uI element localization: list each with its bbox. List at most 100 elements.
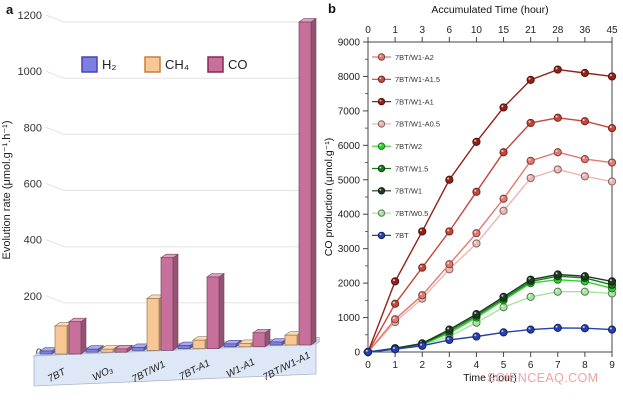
data-point-highlight — [582, 118, 585, 122]
data-point-7BT/W1 — [580, 272, 589, 281]
top-axis-tick-label: 45 — [606, 25, 618, 36]
data-point-7BT/W1 — [499, 292, 508, 301]
data-point-7BT/W1-A2 — [445, 260, 454, 269]
top-axis-tick-label: 1 — [392, 25, 398, 36]
legend-marker-7BT/W1-A1 — [377, 97, 386, 106]
panel-b-label: b — [328, 1, 336, 16]
legend-swatch-H₂ — [81, 56, 98, 73]
series-line-7BT/W1 — [367, 273, 613, 353]
data-point-7BT/W1-A2 — [391, 315, 400, 324]
y-axis-tick-label: 800 — [24, 122, 42, 134]
data-point-7BT/W1-A0.5 — [526, 173, 535, 183]
top-axis-tick-label: 28 — [552, 25, 564, 36]
data-point-highlight — [501, 208, 504, 211]
bar-H₂-W1-A1 — [223, 343, 237, 348]
legend-label: CH₄ — [165, 57, 189, 72]
bar-CH₄-7BT-A1 — [192, 339, 206, 349]
legend-swatch-CO — [207, 56, 224, 73]
bar-side-CO — [80, 317, 87, 355]
legend-label-7BT/W1-A2: 7BT/W1-A2 — [395, 53, 434, 62]
data-point-highlight — [528, 277, 531, 280]
data-point-highlight — [528, 77, 531, 80]
bar-CH₄-7BT/W1-A1 — [284, 334, 298, 346]
data-point-7BT/W1-A0.5 — [607, 177, 617, 186]
data-point-7BT/W1-A1 — [472, 137, 481, 146]
series-line-7BT/W1-A2 — [367, 151, 613, 353]
data-point-highlight — [379, 211, 382, 214]
top-axis-tick-label: 15 — [498, 25, 510, 36]
bar-CH₄-W1-A1 — [238, 343, 252, 348]
data-point-7BT/W1-A2 — [499, 194, 508, 203]
legend-marker-7BT/W0.5 — [377, 209, 386, 217]
data-point-7BT/W1 — [472, 310, 481, 319]
data-point-highlight — [555, 325, 558, 328]
data-point-7BT — [580, 324, 589, 333]
top-axis-tick-label: 6 — [447, 25, 453, 36]
data-point-7BT/W1-A1.5 — [580, 117, 589, 126]
bar-chart-evolution-rate: 020040060080010001200Evolution rate (μmo… — [1, 10, 320, 387]
y-axis-tick-label: 8000 — [338, 72, 361, 83]
legend-marker-7BT — [377, 231, 386, 240]
y-axis-tick-label: 3000 — [338, 244, 361, 255]
data-point-highlight — [582, 325, 585, 329]
data-point-highlight — [582, 289, 585, 292]
bar-H₂-7BT/W1-A1 — [269, 341, 283, 346]
data-point-highlight — [447, 229, 450, 232]
data-point-highlight — [582, 70, 585, 73]
data-point-7BT/W1-A1 — [553, 65, 562, 74]
data-point-7BT/W1-A1 — [418, 227, 427, 236]
data-point-highlight — [392, 346, 396, 350]
data-point-7BT/W1-A1 — [499, 103, 508, 112]
data-point-highlight — [609, 125, 612, 129]
x-axis-tick-label: 6 — [528, 360, 534, 371]
data-point-highlight — [447, 177, 450, 180]
data-point-7BT/W1-A1 — [526, 75, 535, 84]
bar-H₂-7BT — [39, 350, 53, 355]
data-point-7BT/W1-A1 — [445, 175, 454, 184]
data-point-7BT/W1-A0.5 — [553, 165, 562, 174]
data-point-highlight — [419, 229, 423, 232]
data-point-highlight — [555, 115, 558, 118]
bar-side-CO — [310, 17, 317, 346]
data-point-7BT/W0.5 — [526, 292, 535, 301]
data-point-highlight — [609, 160, 612, 163]
gridline — [45, 239, 314, 248]
bar-H₂-WO₃ — [85, 348, 99, 353]
data-point-highlight — [501, 105, 504, 108]
data-point-highlight — [609, 74, 612, 77]
data-point-7BT/W0.5 — [553, 287, 562, 296]
data-point-highlight — [447, 261, 450, 265]
panel-b: b 0 1000 2000 3000 4000 5000 6000 7000 8000 9000 0… — [320, 0, 623, 404]
data-point-highlight — [609, 279, 612, 282]
series-line-7BT/W1-A1 — [367, 68, 613, 353]
gridline — [45, 14, 314, 23]
bar-side-CO — [172, 253, 179, 351]
data-point-highlight — [555, 167, 558, 170]
data-point-highlight — [379, 54, 382, 57]
data-point-highlight — [379, 188, 382, 191]
top-axis-tick-label: 10 — [471, 25, 483, 36]
data-point-highlight — [392, 279, 396, 282]
data-point-7BT/W1-A1.5 — [391, 299, 400, 308]
data-point-highlight — [419, 343, 423, 346]
top-axis-tick-label: 3 — [419, 25, 425, 36]
legend-label: H₂ — [102, 57, 116, 72]
data-point-7BT/W1-A0.5 — [580, 172, 589, 181]
data-point-7BT/W1-A0.5 — [499, 206, 508, 215]
legend-label: CO — [228, 57, 248, 72]
panel-a-label: a — [6, 2, 14, 17]
data-point-highlight — [447, 337, 450, 340]
data-point-7BT/W1-A1.5 — [553, 113, 562, 122]
legend-marker-7BT/W1-A2 — [377, 53, 386, 61]
data-point-highlight — [555, 67, 558, 70]
data-point-highlight — [419, 292, 423, 296]
x-axis-tick-label: 0 — [365, 360, 371, 371]
bar-H₂-7BT-A1 — [177, 345, 191, 349]
top-axis-tick-label: 0 — [365, 25, 371, 36]
data-point-7BT/W1-A1.5 — [445, 227, 454, 236]
bar-side-CO — [218, 272, 225, 350]
data-point-7BT/W1-A1.5 — [472, 187, 481, 196]
data-point-7BT — [499, 328, 508, 337]
top-axis-tick-label: 21 — [525, 25, 537, 36]
x-axis-tick-label: 1 — [392, 360, 398, 371]
